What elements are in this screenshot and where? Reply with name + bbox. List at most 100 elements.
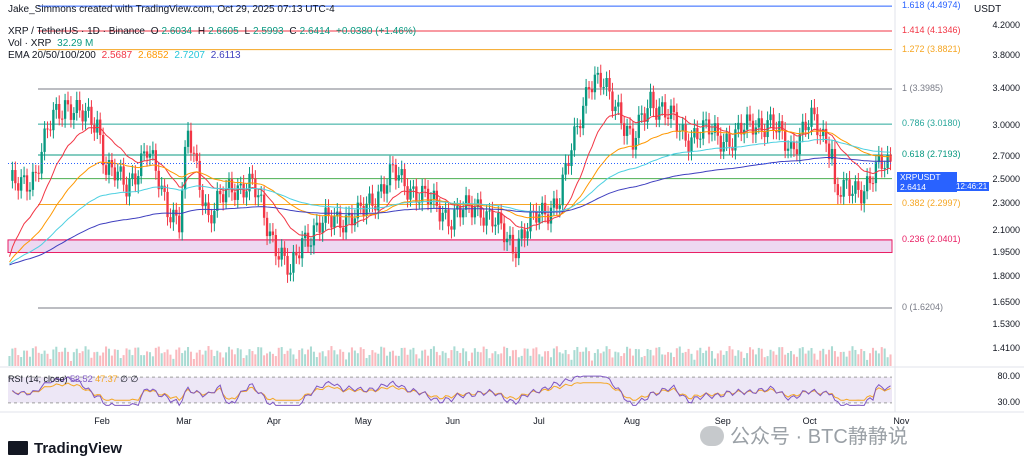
time-tick: Sep [714,416,731,426]
candle-body [699,138,702,140]
tradingview-logo[interactable]: TradingView [8,440,122,457]
volume-bar [626,346,629,366]
volume-bar [245,355,248,366]
candle-body [344,215,348,233]
volume-bar [655,347,658,366]
candle-body [590,89,594,93]
candle-body [807,126,810,131]
volume-bar [570,359,573,366]
candle-body [66,100,70,105]
candle-body [388,164,392,186]
candle-body [318,222,321,233]
candle-body [488,210,491,212]
rsi-pane [8,375,892,407]
price-tick: 2.5000 [992,173,1020,184]
candle-body [854,181,857,194]
time-tick: Jul [533,416,545,426]
symbol-line: XRP / TetherUS · 1D · Binance [8,26,145,37]
volume-bar [412,347,415,366]
volume-bar [470,352,473,366]
candle-body [702,120,705,139]
volume-bar [359,347,362,366]
candle-body [274,235,278,257]
candle-body [385,185,389,194]
volume-value: 32.29 M [57,38,94,49]
ema20-value: 2.5687 [101,50,133,61]
volume-bar [172,358,175,366]
candle-body [813,107,816,115]
candle-body [497,212,500,225]
volume-bar [766,356,769,366]
candle-body [804,121,807,131]
candle-body [576,126,579,128]
candle-body [20,177,23,191]
fib-label: 0.382 (2.2997) [902,198,961,209]
volume-bar [775,354,778,366]
volume-bar [623,353,626,366]
ema-lines [8,113,892,266]
volume-bar [429,348,432,366]
volume-bar [538,354,541,366]
candle-body [564,163,567,175]
rsi-legend[interactable]: RSI (14, close) 52.52 47.37 ∅ ∅ [8,374,138,385]
volume-bar [737,350,740,366]
candle-body [485,211,488,226]
volume-bar [713,358,716,366]
volume-bar [608,349,611,366]
volume-bar [830,346,834,366]
volume-bar [634,348,637,366]
volume-bar [669,352,673,366]
volume-bar [769,349,772,366]
volume-bar [795,356,798,366]
volume-bar [877,353,880,366]
volume-bar [365,358,368,366]
volume-bar [427,355,430,366]
volume-legend[interactable]: Vol · XRP 32.29 M [8,38,96,49]
candle-body [529,210,532,232]
candle-body [315,222,318,226]
ohlc-open: 2.6034 [161,26,193,37]
volume-bar [391,350,394,366]
volume-bar [17,355,20,366]
candle-body [257,195,260,198]
candle-body [637,114,640,138]
price-tick: 2.7000 [992,151,1020,162]
volume-bar [113,349,116,366]
price-tick: 4.2000 [992,20,1020,31]
fib-zone-rect [7,239,893,254]
volume-bar [418,358,421,366]
volume-bar [192,358,195,366]
candle-body [400,169,403,176]
candle-body [356,202,359,219]
volume-bar [579,351,582,366]
candle-body [713,123,717,133]
volume-bar [213,356,216,366]
candle-body [286,255,289,275]
volume-bar [690,353,693,366]
fib-label: 0 (1.6204) [902,302,944,313]
candle-body [412,186,415,189]
candle-body [289,272,292,275]
candle-body [195,153,198,161]
candle-body [210,215,213,224]
candle-body [301,238,304,259]
candle-body [406,186,409,200]
candle-body [792,141,796,150]
ema-legend[interactable]: EMA 20/50/100/200 2.5687 2.6852 2.7207 2… [8,50,244,61]
volume-bar [163,352,166,366]
candle-body [122,166,125,185]
volume-bar [318,352,321,366]
candle-body [148,153,152,158]
volume-bar [128,349,131,366]
wechat-icon [700,426,724,446]
candle-body [622,123,626,136]
candle-body [25,175,29,192]
candle-body [22,175,26,178]
volume-bar [681,352,684,366]
price-tick: 3.0000 [992,119,1020,130]
candle-body [116,171,119,181]
price-tick: 3.8000 [992,49,1020,60]
candle-body [836,184,840,196]
